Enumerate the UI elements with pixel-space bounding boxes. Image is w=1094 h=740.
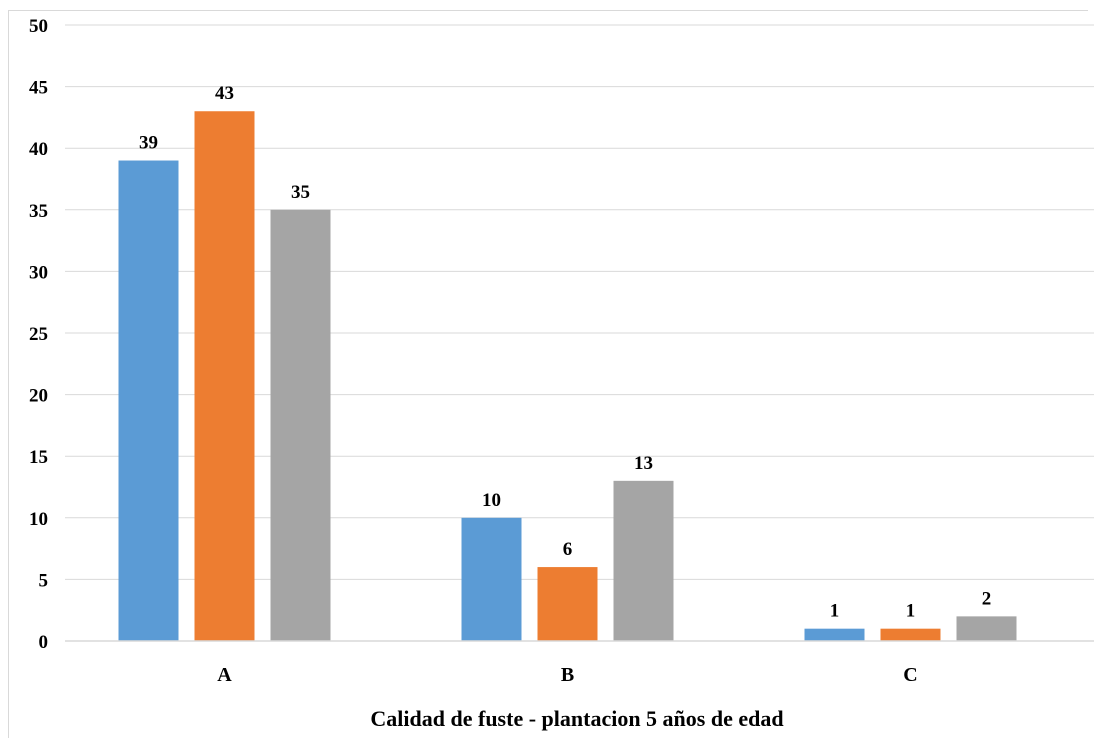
data-label: 1 [830, 601, 840, 622]
y-tick-label: 30 [29, 262, 48, 283]
bar-B-series-2 [537, 567, 598, 641]
category-label: C [903, 664, 917, 686]
bars [118, 111, 1017, 642]
y-tick-label: 20 [29, 386, 48, 407]
data-label: 39 [139, 133, 158, 154]
data-label: 43 [215, 83, 234, 104]
data-label: 6 [563, 539, 573, 560]
bar-A-series-2 [194, 111, 255, 642]
y-axis-ticks: 0 5 10 15 20 25 30 35 40 45 50 [29, 16, 48, 653]
x-axis-categories: A B C [217, 664, 917, 686]
y-tick-label: 40 [29, 139, 48, 160]
y-tick-label: 50 [29, 16, 48, 37]
category-label: B [561, 664, 574, 686]
y-tick-label: 45 [29, 78, 48, 99]
y-tick-label: 35 [29, 201, 48, 222]
bar-B-series-1 [461, 517, 522, 641]
y-tick-label: 15 [29, 447, 48, 468]
data-label: 1 [906, 601, 916, 622]
y-tick-label: 0 [39, 632, 49, 653]
bar-C-series-1 [804, 628, 865, 641]
chart-frame [8, 10, 1088, 738]
bar-C-series-3 [956, 616, 1017, 641]
bar-A-series-1 [118, 160, 179, 641]
bar-A-series-3 [270, 209, 331, 642]
bar-B-series-3 [613, 480, 674, 641]
data-label: 10 [482, 490, 501, 511]
data-labels: 39 43 35 10 6 13 1 1 2 [139, 83, 991, 621]
data-label: 2 [982, 588, 992, 609]
category-label: A [217, 664, 232, 686]
bar-C-series-2 [880, 628, 941, 641]
data-label: 35 [291, 182, 310, 203]
y-tick-label: 5 [39, 570, 49, 591]
data-label: 13 [634, 453, 653, 474]
x-axis-title: Calidad de fuste - plantacion 5 años de … [370, 706, 783, 731]
y-tick-label: 10 [29, 509, 48, 530]
y-tick-label: 25 [29, 324, 48, 345]
